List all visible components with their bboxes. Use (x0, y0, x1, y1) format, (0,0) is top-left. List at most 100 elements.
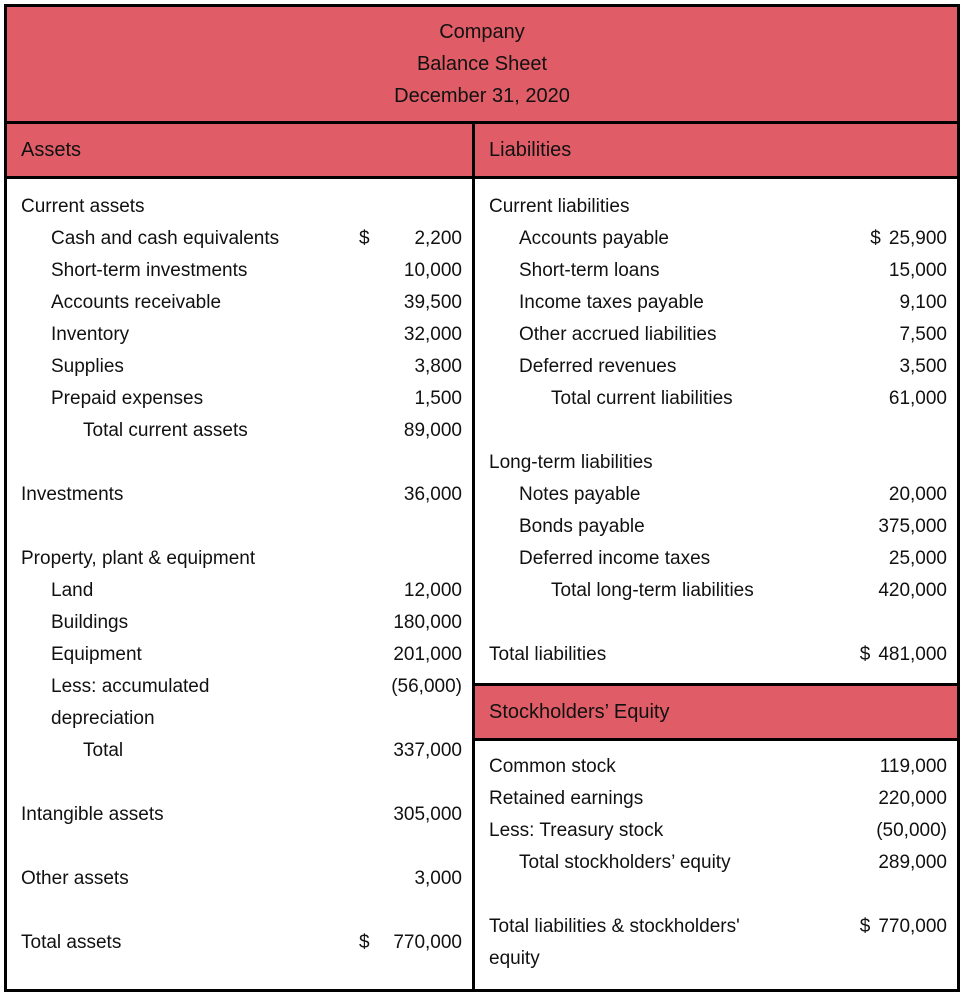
line-item-row: Cash and cash equivalents $2,200 (21, 223, 462, 255)
line-item-row: Total 337,000 (21, 735, 462, 767)
amount-value: 337,000 (393, 740, 462, 761)
statement-date: December 31, 2020 (394, 85, 570, 107)
line-item-label: Long-term liabilities (489, 452, 653, 473)
line-item-amount: 337,000 (359, 735, 462, 767)
line-item-row: Total liabilities $481,000 (489, 639, 947, 671)
line-item-row: Income taxes payable 9,100 (489, 287, 947, 319)
line-item-label: Equipment (51, 644, 142, 665)
row-spacer (21, 895, 462, 927)
line-item-label: Total assets (21, 932, 122, 953)
line-item-label: Prepaid expenses (51, 388, 204, 409)
line-item-label: Other accrued liabilities (519, 324, 717, 345)
line-item-row: Inventory 32,000 (21, 319, 462, 351)
line-item-amount: $481,000 (847, 639, 947, 671)
line-item-amount: $25,900 (847, 223, 947, 255)
amount-value: 3,800 (414, 356, 462, 377)
amount-value: 7,500 (899, 324, 947, 345)
line-item-label: Buildings (51, 612, 129, 633)
line-item-label: Less: Treasury stock (489, 820, 664, 841)
line-item-label: Deferred revenues (519, 356, 677, 377)
amount-value: (50,000) (876, 820, 947, 841)
row-spacer (21, 831, 462, 863)
line-item-row: Total current liabilities 61,000 (489, 383, 947, 415)
currency-symbol: $ (859, 916, 871, 937)
line-item-label: Supplies (51, 356, 124, 377)
line-item-row: Prepaid expenses 1,500 (21, 383, 462, 415)
amount-value: 289,000 (878, 852, 947, 873)
line-item-row: Total long-term liabilities 420,000 (489, 575, 947, 607)
line-item-row: Common stock 119,000 (489, 751, 947, 783)
line-item-row: Short-term investments 10,000 (21, 255, 462, 287)
balance-sheet: Company Balance Sheet December 31, 2020 … (4, 4, 960, 992)
line-item-amount: $770,000 (359, 927, 462, 959)
line-item-label: Cash and cash equivalents (51, 228, 280, 249)
line-item-label: Total current assets (83, 420, 248, 441)
line-item-label: Retained earnings (489, 788, 644, 809)
line-item-label: Land (51, 580, 94, 601)
amount-value: 10,000 (403, 260, 462, 281)
line-item-label: Inventory (51, 324, 130, 345)
amount-value: 119,000 (879, 756, 947, 777)
line-item-label: Short-term investments (51, 260, 248, 281)
row-spacer (21, 511, 462, 543)
amount-value: 61,000 (888, 388, 947, 409)
line-item-row: Investments 36,000 (21, 479, 462, 511)
line-item-amount: 7,500 (847, 319, 947, 351)
line-item-label: Less: accumulated depreciation (51, 676, 210, 729)
line-item-label: Total stockholders’ equity (519, 852, 731, 873)
line-item-row: Other accrued liabilities 7,500 (489, 319, 947, 351)
line-item-amount: (50,000) (847, 815, 947, 847)
line-item-amount: 89,000 (359, 415, 462, 447)
line-item-amount: $2,200 (359, 223, 462, 255)
sheet-body: Current assets Cash and cash equivalents $… (7, 179, 957, 989)
amount-value: 3,500 (899, 356, 947, 377)
line-item-amount: 12,000 (359, 575, 462, 607)
line-item-amount: 289,000 (847, 847, 947, 879)
line-item-row: Notes payable 20,000 (489, 479, 947, 511)
stockholders-equity-banner: Stockholders’ Equity (475, 683, 957, 741)
line-item-amount: 305,000 (359, 799, 462, 831)
company-name: Company (439, 21, 525, 43)
line-item-row: Other assets 3,000 (21, 863, 462, 895)
line-item-amount: 15,000 (847, 255, 947, 287)
amount-value: 201,000 (393, 644, 462, 665)
row-spacer (21, 767, 462, 799)
line-item-row: Less: Treasury stock (50,000) (489, 815, 947, 847)
line-item-amount: 1,500 (359, 383, 462, 415)
line-item-amount: (56,000) (359, 671, 462, 703)
line-item-row: Current liabilities (489, 191, 947, 223)
amount-value: 770,000 (393, 932, 462, 953)
line-item-label: Current assets (21, 196, 145, 217)
line-item-amount: 375,000 (847, 511, 947, 543)
line-item-row: Bonds payable 375,000 (489, 511, 947, 543)
line-item-amount: 25,000 (847, 543, 947, 575)
amount-value: 481,000 (878, 644, 947, 665)
amount-value: 32,000 (403, 324, 462, 345)
line-item-row: Total stockholders’ equity 289,000 (489, 847, 947, 879)
line-item-amount: 420,000 (847, 575, 947, 607)
amount-value: 36,000 (403, 484, 462, 505)
assets-column-header: Assets (7, 124, 475, 176)
amount-value: 2,200 (414, 228, 462, 249)
column-headers: Assets Liabilities (7, 124, 957, 179)
line-item-row: Deferred income taxes 25,000 (489, 543, 947, 575)
line-item-amount: 3,800 (359, 351, 462, 383)
amount-value: 12,000 (403, 580, 462, 601)
line-item-row: Total current assets 89,000 (21, 415, 462, 447)
line-item-label: Total (83, 740, 124, 761)
currency-symbol: $ (870, 228, 881, 249)
amount-value: 375,000 (878, 516, 947, 537)
line-item-label: Total long-term liabilities (551, 580, 754, 601)
line-item-amount: 61,000 (847, 383, 947, 415)
line-item-label: Accounts receivable (51, 292, 222, 313)
line-item-amount: 201,000 (359, 639, 462, 671)
line-item-row: Total liabilities & stockholders' equity… (489, 911, 947, 975)
liabilities-column: Current liabilities Accounts payable $25,9… (475, 179, 957, 989)
amount-value: 180,000 (393, 612, 462, 633)
amount-value: 305,000 (393, 804, 462, 825)
line-item-label: Total current liabilities (551, 388, 733, 409)
line-item-label: Intangible assets (21, 804, 164, 825)
line-item-label: Notes payable (519, 484, 641, 505)
line-item-label: Total liabilities & stockholders' equity (489, 916, 740, 969)
amount-value: 1,500 (414, 388, 462, 409)
